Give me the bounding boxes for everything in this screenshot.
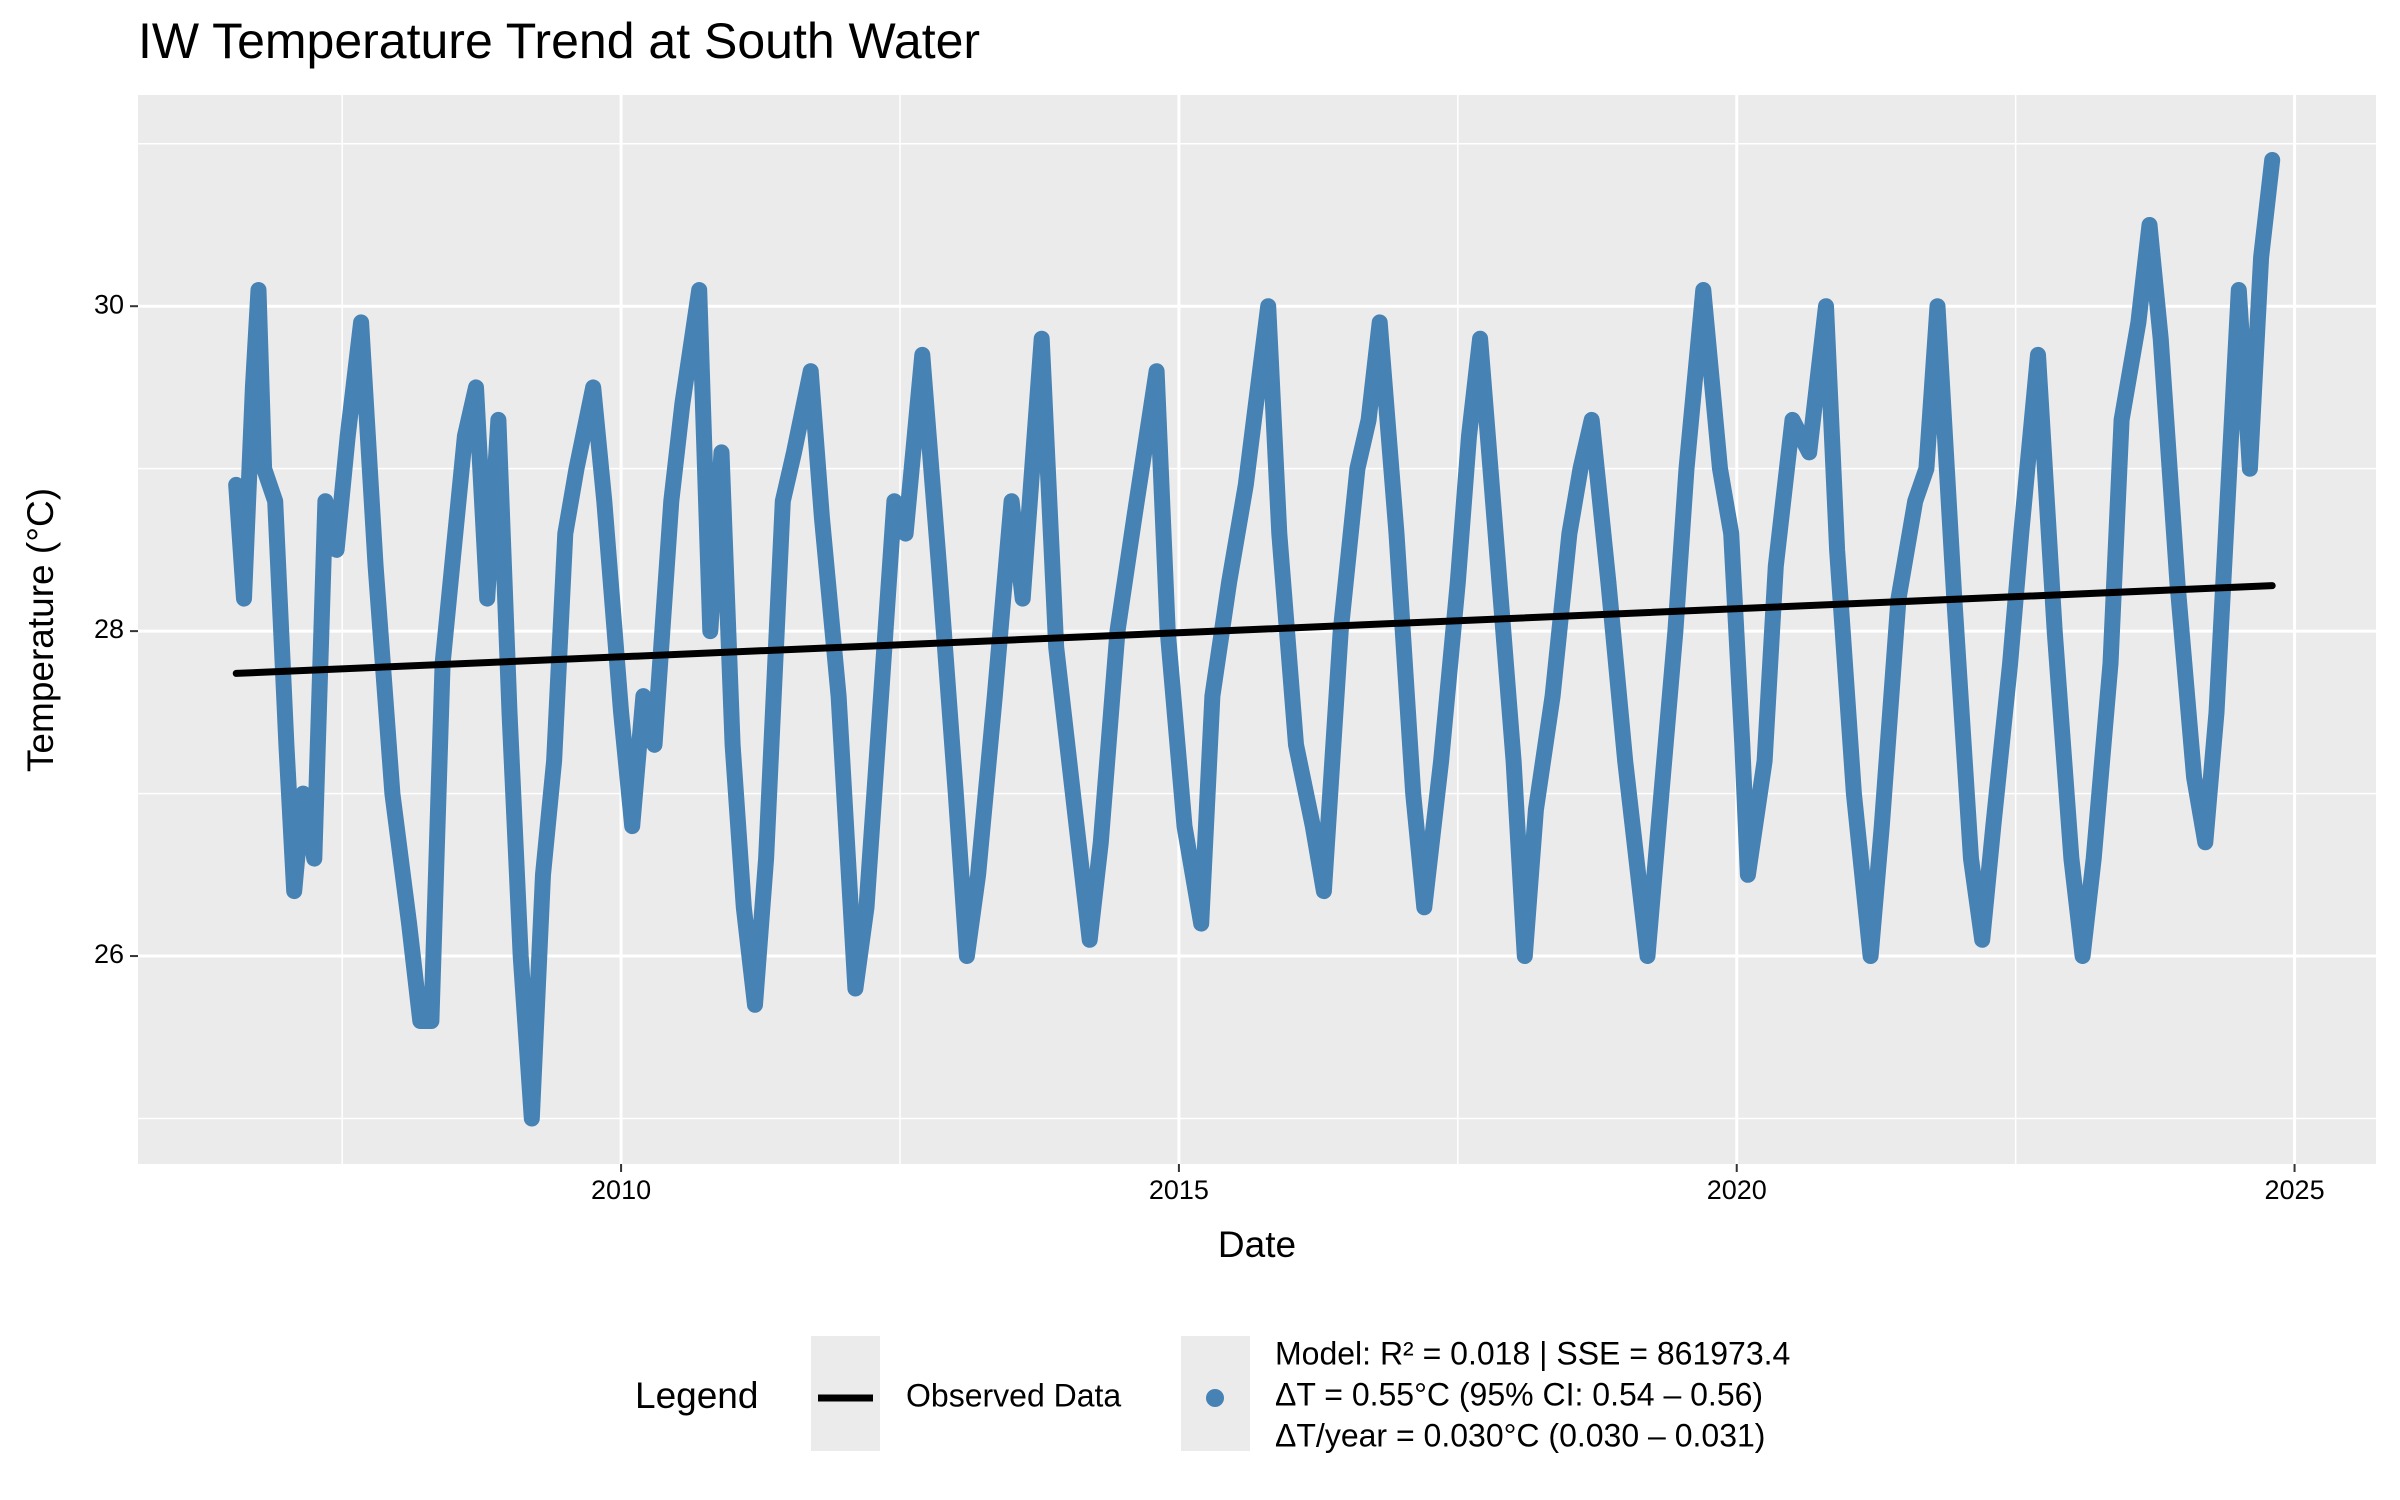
chart-title: IW Temperature Trend at South Water bbox=[138, 13, 980, 69]
x-tick-label: 2025 bbox=[2265, 1175, 2325, 1205]
marks bbox=[228, 152, 2281, 1127]
observation-band bbox=[228, 152, 2281, 1127]
legend-key bbox=[811, 1336, 880, 1451]
legend-label: Model: R² = 0.018 | SSE = 861973.4 bbox=[1275, 1335, 1790, 1371]
y-tick-label: 30 bbox=[94, 289, 124, 319]
trend-line bbox=[232, 582, 2276, 677]
x-tick-label: 2015 bbox=[1149, 1175, 1209, 1205]
legend: Legend Observed Data Model: R² = 0.018 | … bbox=[635, 1335, 1790, 1453]
legend-dot bbox=[1206, 1389, 1224, 1407]
y-tick-label: 28 bbox=[94, 614, 124, 644]
legend-label: ΔT/year = 0.030°C (0.030 – 0.031) bbox=[1275, 1417, 1765, 1453]
legend-label: ΔT = 0.55°C (95% CI: 0.54 – 0.56) bbox=[1275, 1376, 1763, 1412]
y-axis-label: Temperature (°C) bbox=[20, 488, 61, 772]
x-tick-label: 2010 bbox=[591, 1175, 651, 1205]
legend-label: Observed Data bbox=[906, 1377, 1121, 1413]
legend-title: Legend bbox=[635, 1375, 758, 1416]
x-tick-label: 2020 bbox=[1707, 1175, 1767, 1205]
x-axis-label: Date bbox=[1218, 1224, 1296, 1265]
y-tick-label: 26 bbox=[94, 939, 124, 969]
